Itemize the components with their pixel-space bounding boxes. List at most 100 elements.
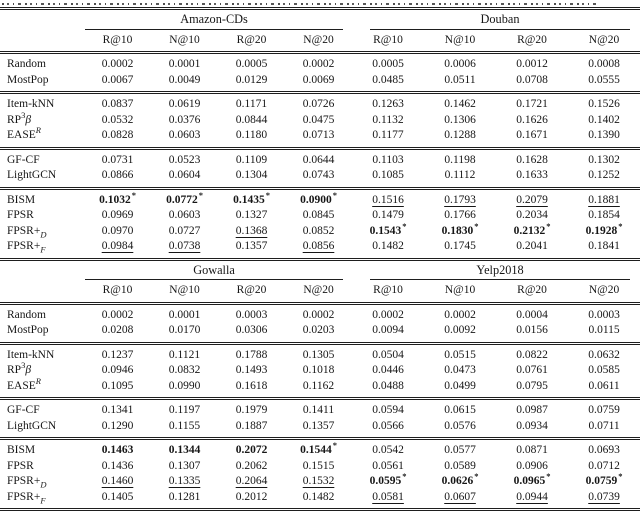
table-row: MostPop 0.0208 0.0170 0.0306 0.0203 0.0094 0.0… <box>0 323 640 343</box>
method-label-part: EASE <box>7 129 36 141</box>
metric-value: 0.1493 <box>235 364 268 376</box>
metric-value: 0.1543 <box>369 224 402 237</box>
table-head-bottom: Gowalla Yelp2018 R@10 N@10 R@20 N@20 R@1… <box>0 261 640 303</box>
metric-value: 0.0475 <box>302 113 335 126</box>
table-row: FPSR+D 0.0970 0.0727 0.1368 0.0852 0.1543* 0.1… <box>0 221 640 240</box>
method-row-group: GF-CF 0.1341 0.1197 0.1979 0.1411 0.0594 0.061… <box>0 398 640 439</box>
metric-value-cell: 0.1830* <box>424 221 496 240</box>
metric-value: 0.1633 <box>516 169 548 181</box>
metric-header: R@10 <box>102 284 133 296</box>
metric-value-cell: 0.0589 <box>424 459 496 475</box>
metric-value: 0.0866 <box>101 169 134 181</box>
method-label: FPSR <box>0 459 84 475</box>
metric-value-cell: 0.0743 <box>285 168 352 188</box>
table-row: FPSR+F 0.0984 0.0738 0.1357 0.0856 0.1482 0.17… <box>0 239 640 259</box>
metric-value: 0.0049 <box>168 73 201 86</box>
metric-value: 0.0611 <box>588 379 620 392</box>
table-row: GF-CF 0.1341 0.1197 0.1979 0.1411 0.0594 0.061… <box>0 399 640 419</box>
metric-value-cell: 0.0511 <box>424 73 496 93</box>
metric-value: 0.1766 <box>444 209 476 221</box>
method-label-part: FPSR+ <box>7 490 41 503</box>
method-label-part: FPSR+ <box>7 475 41 487</box>
metric-value: 0.1516 <box>372 193 404 206</box>
method-label-part: FPSR <box>7 209 34 221</box>
metric-value-cell: 0.1121 <box>151 343 218 363</box>
metric-value: 0.0712 <box>588 459 620 472</box>
metric-value-cell: 0.0008 <box>568 53 640 73</box>
metric-value-cell: 0.0795 <box>496 379 568 399</box>
metric-value-cell: 0.0712 <box>568 459 640 475</box>
method-row-group: Random 0.0002 0.0001 0.0003 0.0002 0.0002 0.00… <box>0 303 640 343</box>
metric-value: 0.1112 <box>444 169 476 181</box>
metric-value: 0.1155 <box>168 419 201 432</box>
method-label-part: D <box>40 228 47 239</box>
metric-value: 0.0094 <box>372 324 404 336</box>
metric-value: 0.1357 <box>235 240 268 252</box>
metric-value-cell: 0.0515 <box>424 343 496 363</box>
metric-value-cell: 0.0542 <box>352 439 424 459</box>
metric-value: 0.0581 <box>372 490 404 503</box>
metric-value: 0.2062 <box>235 459 268 472</box>
metric-value: 0.1368 <box>235 224 268 237</box>
metric-value-cell: 0.0626* <box>424 472 496 490</box>
metric-value: 0.0542 <box>372 444 404 456</box>
metric-header: N@20 <box>303 284 334 296</box>
empty-corner-cell <box>0 280 84 303</box>
metric-value: 0.1532 <box>302 475 335 487</box>
metric-value-cell: 0.0170 <box>151 323 218 343</box>
method-label-part: RP <box>7 113 22 126</box>
metric-value-cell: 0.0005 <box>352 53 424 73</box>
metric-value: 0.0566 <box>372 419 404 432</box>
significance-star: * <box>402 471 407 482</box>
metric-value: 0.1671 <box>516 129 548 141</box>
metric-value: 0.0002 <box>302 58 335 70</box>
method-label-part: BISM <box>7 444 36 456</box>
metric-value: 0.1306 <box>444 113 476 126</box>
metric-value-cell: 0.0713 <box>285 128 352 148</box>
metric-value-cell: 0.0832 <box>151 363 218 379</box>
metric-value-cell: 0.0611 <box>568 379 640 399</box>
metric-value-cell: 0.0006 <box>424 53 496 73</box>
metric-value-cell: 0.1482 <box>352 239 424 259</box>
metric-value: 0.0984 <box>101 240 134 252</box>
metric-value-cell: 0.0001 <box>151 53 218 73</box>
metric-value-cell: 0.2034 <box>496 208 568 224</box>
metric-value: 0.0795 <box>516 379 548 392</box>
metric-value: 0.1180 <box>235 129 268 141</box>
metric-value-cell: 0.0002 <box>285 303 352 323</box>
metric-value: 0.0828 <box>101 129 134 141</box>
metric-value-cell: 0.1344 <box>151 439 218 459</box>
method-label: FPSR+D <box>0 474 84 490</box>
metric-value-cell: 0.1633 <box>496 168 568 188</box>
metric-value: 0.0012 <box>516 58 548 70</box>
method-row-group: Item-kNN 0.0837 0.0619 0.1171 0.0726 0.1263 0.… <box>0 92 640 149</box>
metric-value-cell: 0.1237 <box>84 343 151 363</box>
metric-value-cell: 0.0003 <box>218 303 285 323</box>
method-label-part: β <box>25 364 32 376</box>
metric-value-cell: 0.1252 <box>568 168 640 188</box>
metric-value: 0.0934 <box>516 419 548 432</box>
metric-value-cell: 0.2062 <box>218 459 285 475</box>
metric-value: 0.1402 <box>588 113 620 126</box>
metric-value: 0.0693 <box>588 444 620 456</box>
metric-value: 0.1335 <box>168 475 201 487</box>
significance-star: * <box>265 189 270 200</box>
method-label: FPSR+F <box>0 239 84 259</box>
metric-value: 0.1344 <box>168 444 201 456</box>
table-row: EASER 0.1095 0.0990 0.1618 0.1162 0.0488 0.049… <box>0 375 640 399</box>
metric-value-cell: 0.1671 <box>496 128 568 148</box>
metric-value-cell: 0.1460 <box>84 474 151 490</box>
method-label-part: R <box>35 375 41 386</box>
metric-value-cell: 0.0852 <box>285 224 352 240</box>
metric-value-cell: 0.2012 <box>218 490 285 510</box>
metric-value: 0.0708 <box>516 73 548 86</box>
metric-value-cell: 0.1544* <box>285 439 352 459</box>
metric-value-cell: 0.0711 <box>568 419 640 439</box>
dataset-header-yelp2018: Yelp2018 <box>352 261 640 280</box>
metric-value-cell: 0.1032* <box>84 188 151 208</box>
metric-header: R@20 <box>236 33 267 46</box>
metric-value: 0.0946 <box>101 364 134 376</box>
method-label: LightGCN <box>0 168 84 188</box>
metric-value: 0.1544 <box>300 444 332 456</box>
method-label-part: 3 <box>21 360 26 371</box>
